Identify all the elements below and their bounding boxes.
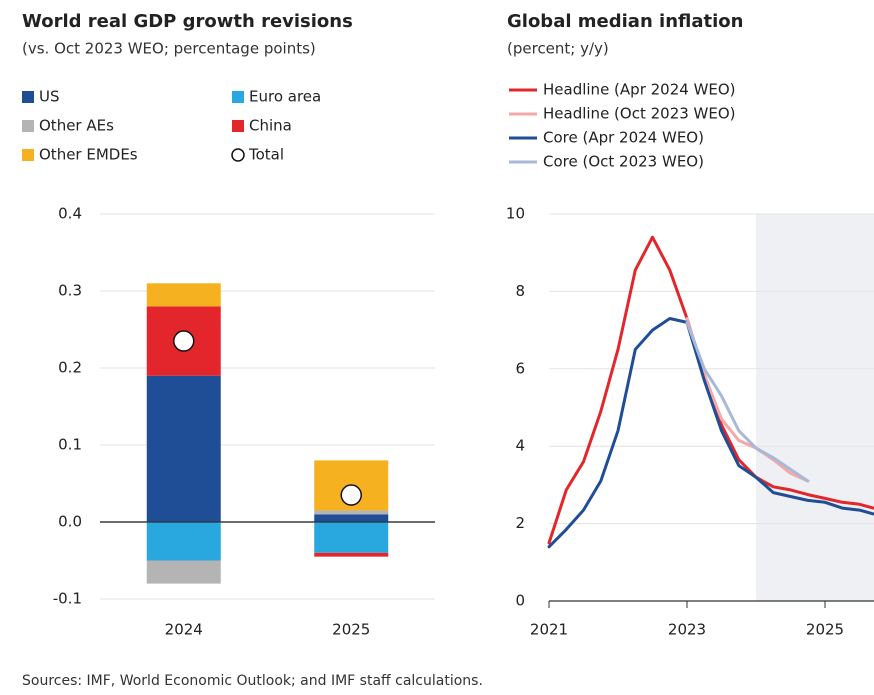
legend-label: Core (Oct 2023 WEO)	[543, 153, 704, 171]
legend-swatch	[22, 120, 34, 132]
legend-label: China	[249, 117, 292, 135]
legend-label: Headline (Apr 2024 WEO)	[543, 81, 736, 99]
bar-segment	[146, 283, 221, 307]
x-tick-label: 2021	[530, 621, 568, 639]
chart-title: Global median inflation	[507, 11, 743, 32]
bar-segment	[146, 522, 221, 561]
line-series	[685, 320, 810, 483]
bar-segment	[314, 514, 389, 522]
x-tick-label: 2025	[806, 621, 844, 639]
x-tick-label: 2025	[332, 621, 370, 639]
source-note: Sources: IMF, World Economic Outlook; an…	[22, 673, 483, 689]
y-tick-label: 10	[506, 205, 525, 223]
total-marker	[173, 330, 195, 352]
legend-label: Core (Apr 2024 WEO)	[543, 129, 704, 147]
chart-title: World real GDP growth revisions	[22, 11, 353, 32]
y-tick-label: 0.4	[58, 205, 82, 223]
y-tick-label: 4	[515, 437, 525, 455]
bar-segment	[146, 560, 221, 584]
bar-segment	[314, 552, 389, 557]
shaded-region	[756, 214, 874, 601]
bar-segment	[314, 522, 389, 553]
line-series	[685, 317, 810, 483]
line-series	[547, 317, 874, 549]
legend-swatch	[232, 91, 244, 103]
y-tick-label: 0.0	[58, 513, 82, 531]
y-tick-label: 8	[515, 282, 525, 300]
y-tick-label: -0.1	[53, 590, 82, 608]
chart-subtitle: (percent; y/y)	[507, 40, 609, 58]
legend-label: US	[39, 88, 60, 106]
y-tick-label: 2	[515, 514, 525, 532]
x-tick-label: 2024	[165, 621, 203, 639]
bar-segment	[314, 510, 389, 515]
y-tick-label: 0.2	[58, 359, 82, 377]
legend-label: Other AEs	[39, 117, 114, 135]
legend-label: Euro area	[249, 88, 321, 106]
y-tick-label: 0.1	[58, 436, 82, 454]
y-tick-label: 0	[515, 592, 525, 610]
chart-subtitle: (vs. Oct 2023 WEO; percentage points)	[22, 40, 316, 58]
legend-swatch	[22, 149, 34, 161]
legend-swatch	[22, 91, 34, 103]
y-tick-label: 0.3	[58, 282, 82, 300]
y-tick-label: 6	[515, 359, 525, 377]
bar-segment	[146, 375, 221, 522]
legend-label: Total	[248, 146, 284, 164]
legend-marker	[231, 148, 245, 162]
legend-label: Other EMDEs	[39, 146, 138, 164]
legend-swatch	[232, 120, 244, 132]
x-tick-label: 2023	[668, 621, 706, 639]
total-marker	[340, 484, 362, 506]
legend-label: Headline (Oct 2023 WEO)	[543, 105, 736, 123]
